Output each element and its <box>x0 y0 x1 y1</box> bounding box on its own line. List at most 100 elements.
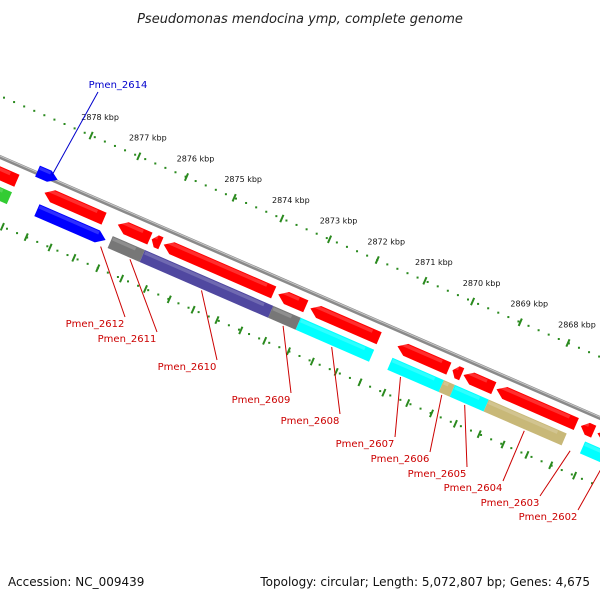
outer-tick-dot <box>577 346 580 349</box>
inner-tick-dot <box>298 354 301 357</box>
major-tick <box>327 235 333 244</box>
inner-tick-dot <box>127 280 130 283</box>
outer-tick-dot <box>315 232 318 235</box>
label-layer: Pmen_2614 Pmen_2612 Pmen_2611 Pmen_2610 Pmen… <box>51 80 600 523</box>
outer-tick-dot <box>214 188 217 191</box>
outer-tick-dot <box>23 105 26 108</box>
olive-feature <box>438 380 455 397</box>
inner-tick-dot <box>580 477 583 480</box>
minor-tick <box>23 233 29 242</box>
major-tick <box>374 255 380 265</box>
inner-tick-dot <box>500 442 503 445</box>
backbone-circle <box>0 154 600 421</box>
minor-tick <box>166 295 172 304</box>
outer-tick-dot <box>598 355 600 358</box>
backbone-layer <box>0 154 600 421</box>
minor-tick <box>47 243 53 252</box>
inner-tick-dot <box>288 350 291 353</box>
gene-leader-line <box>100 246 126 318</box>
outer-tick-dot <box>275 215 278 218</box>
inner-tick-dot <box>258 337 261 340</box>
outer-tick-dot <box>386 263 389 266</box>
minor-tick <box>119 274 125 283</box>
inner-tick-dot <box>278 346 281 349</box>
outer-tick-dot <box>477 302 480 305</box>
outer-tick-dot <box>245 201 248 204</box>
minor-tick <box>95 264 101 273</box>
outer-tick-dot <box>335 241 338 244</box>
gene-label: Pmen_2612 <box>66 319 125 330</box>
outer-tick-dot <box>557 338 560 341</box>
gray-feature <box>107 236 145 262</box>
outer-tick-dot <box>366 254 369 257</box>
minor-tick <box>500 440 506 449</box>
outer-tick-dot <box>547 333 550 336</box>
major-tick <box>136 152 142 161</box>
inner-tick-dot <box>137 284 140 287</box>
inner-tick-dot <box>459 425 462 428</box>
outer-tick-dot <box>325 237 328 240</box>
outer-tick-dot <box>345 245 348 248</box>
inner-tick-dot <box>197 311 200 314</box>
forward-cds-feature <box>117 220 153 245</box>
minor-tick <box>405 398 411 408</box>
major-tick <box>231 193 237 202</box>
outer-tick-dot <box>466 298 469 301</box>
outer-tick-dot <box>124 149 127 152</box>
inner-tick-dot <box>338 372 341 375</box>
minor-tick <box>429 409 435 418</box>
outer-tick-dot <box>416 276 419 279</box>
outer-tick-dot <box>63 122 66 125</box>
minor-tick <box>548 461 554 470</box>
inner-tick-dot <box>449 420 452 423</box>
outer-tick-dot <box>567 342 570 345</box>
inner-tick-dot <box>409 403 412 406</box>
inner-tick-dot <box>177 302 180 305</box>
outer-tick-dot <box>446 289 449 292</box>
forward-cds-feature <box>452 365 465 381</box>
outer-tick-dot <box>164 166 167 169</box>
reverse-cds-feature <box>34 204 106 243</box>
inner-tick-dot <box>227 324 230 327</box>
inner-tick-dot <box>237 328 240 331</box>
gene-leader-line <box>539 450 571 497</box>
tick-label: 2877 kbp <box>129 134 167 143</box>
major-tick <box>517 318 523 327</box>
minor-tick <box>572 471 578 480</box>
minor-tick <box>214 316 220 325</box>
genome-summary: Topology: circular; Length: 5,072,807 bp… <box>259 575 590 589</box>
tick-label: 2868 kbp <box>558 320 596 329</box>
inner-tick-dot <box>439 416 442 419</box>
tick-label: 2873 kbp <box>320 217 358 226</box>
gene-label: Pmen_2611 <box>98 334 157 345</box>
outer-tick-dot <box>83 131 86 134</box>
minor-tick <box>71 253 77 262</box>
inner-tick-dot <box>248 333 251 336</box>
minor-tick <box>285 347 291 356</box>
outer-tick-dot <box>93 136 96 139</box>
forward-cds-feature <box>463 370 497 395</box>
inner-tick-dot <box>36 240 39 243</box>
forward-cds-feature <box>397 341 452 375</box>
outer-tick-dot <box>113 144 116 147</box>
map-title: Pseudomonas mendocina ymp, complete geno… <box>137 12 463 27</box>
outer-tick-dot <box>396 267 399 270</box>
outer-tick-dot <box>456 294 459 297</box>
inner-tick-dot <box>389 394 392 397</box>
gene-label: Pmen_2614 <box>89 80 148 91</box>
inner-tick-dot <box>16 232 19 235</box>
outer-tick-dot <box>436 285 439 288</box>
inner-tick-dot <box>26 236 29 239</box>
major-tick <box>470 297 476 306</box>
outer-tick-dot <box>224 193 227 196</box>
minor-tick <box>238 326 244 335</box>
inner-tick-dot <box>591 482 594 485</box>
inner-tick-dot <box>520 451 523 454</box>
major-tick <box>565 338 571 348</box>
tick-label: 2874 kbp <box>272 196 310 205</box>
forward-cds-feature <box>310 303 382 345</box>
forward-cds-feature <box>0 166 20 187</box>
olive-feature <box>483 399 567 446</box>
